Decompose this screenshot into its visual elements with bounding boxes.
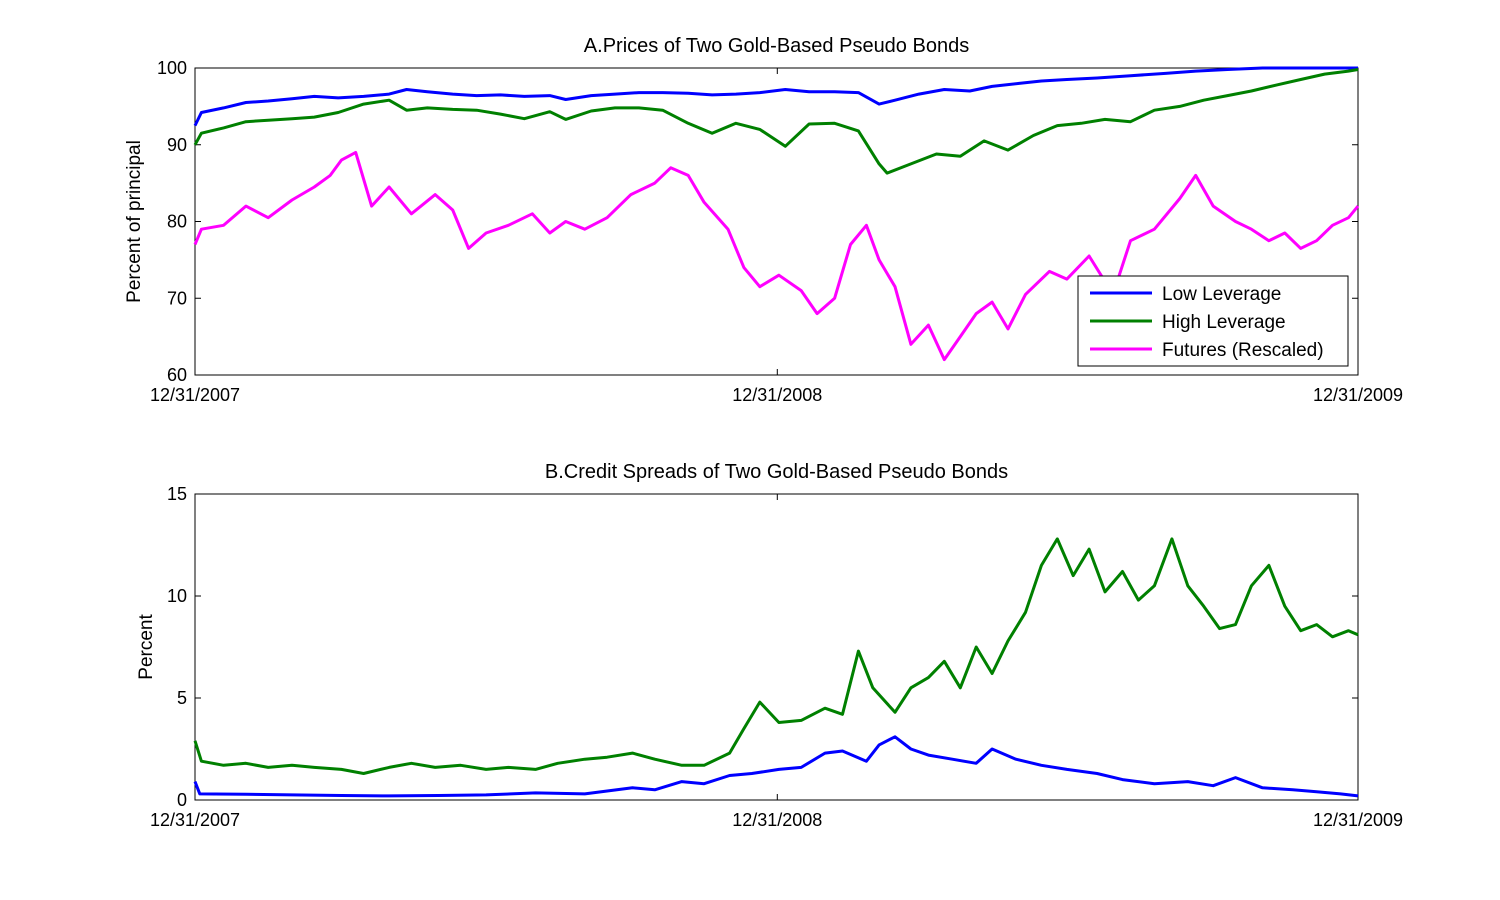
panel-b: 0 5 10 15 12/31/2007 12/31/2008 12/31/2009 B.Cr… [136, 461, 1403, 830]
y-tick-label: 90 [167, 135, 187, 155]
legend-label: Futures (Rescaled) [1162, 340, 1324, 361]
series-line-low-leverage [193, 66, 1358, 127]
y-tick-label: 15 [167, 484, 187, 504]
y-tick-label: 10 [167, 586, 187, 606]
y-tick-label: 0 [177, 790, 187, 810]
y-tick-label: 5 [177, 688, 187, 708]
chart-title: B.Credit Spreads of Two Gold-Based Pseud… [545, 461, 1008, 483]
panel-a: 60 70 80 90 100 12/31/2007 12/31/2008 12/31/200… [124, 35, 1403, 405]
series-line-series-1 [193, 537, 1359, 775]
series-line-series-0 [193, 735, 1359, 798]
x-tick-label: 12/31/2009 [1313, 810, 1403, 830]
x-tick-label: 12/31/2009 [1313, 385, 1403, 405]
x-tick-label: 12/31/2008 [732, 385, 822, 405]
chart-title: A.Prices of Two Gold-Based Pseudo Bonds [584, 35, 969, 57]
plot-area [194, 493, 1359, 801]
y-tick-label: 80 [167, 212, 187, 232]
legend-label: High Leverage [1162, 312, 1286, 333]
x-tick-label: 12/31/2007 [150, 385, 240, 405]
series-line-futures-rescaled [193, 150, 1360, 362]
y-tick-label: 70 [167, 288, 187, 308]
y-axis-label: Percent of principal [124, 140, 145, 303]
y-tick-label: 100 [157, 58, 187, 78]
x-tick-label: 12/31/2008 [732, 810, 822, 830]
y-tick-label: 60 [167, 365, 187, 385]
y-axis-label: Percent [136, 614, 157, 680]
series-line-high-leverage [193, 68, 1359, 175]
legend: Low Leverage High Leverage Futures (Rescal… [1077, 275, 1349, 367]
legend-label: Low Leverage [1162, 284, 1281, 305]
x-tick-label: 12/31/2007 [150, 810, 240, 830]
